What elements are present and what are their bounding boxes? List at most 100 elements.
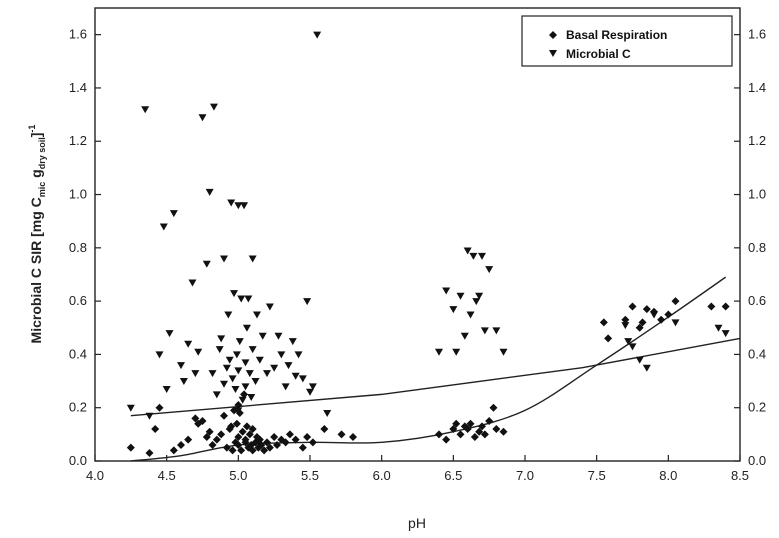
plot-frame	[94, 7, 741, 462]
x-tick-label: 4.0	[86, 468, 104, 483]
y-tick-label-left: 0.2	[69, 400, 87, 415]
basal-respiration-point	[456, 430, 465, 439]
microbial-c-point	[472, 298, 481, 306]
microbial-c-point	[499, 348, 508, 356]
microbial-c-point	[224, 311, 233, 319]
microbial-c-point	[212, 391, 221, 399]
microbial-c-point	[469, 252, 478, 260]
microbial-c-point	[642, 364, 651, 372]
microbial-c-point	[449, 306, 458, 314]
microbial-c-point	[263, 370, 271, 378]
basal-respiration-point	[228, 446, 237, 455]
basal-respiration-point	[184, 435, 193, 444]
basal-respiration-point	[208, 441, 217, 450]
microbial-c-point	[208, 370, 217, 378]
microbial-c-point	[635, 356, 644, 364]
microbial-c-point	[240, 202, 249, 210]
microbial-c-point	[298, 375, 307, 383]
basal-respiration-point	[635, 323, 644, 332]
microbial-c-point	[209, 103, 218, 111]
basal-respiration-point	[349, 433, 357, 442]
basal-respiration-point	[270, 433, 279, 442]
basal-respiration-point	[721, 302, 730, 311]
microbial-c-point	[628, 343, 637, 351]
microbial-c-point	[251, 378, 260, 386]
basal-respiration-point	[442, 435, 451, 444]
basal-respiration-point	[285, 430, 294, 439]
data-points	[126, 31, 730, 458]
fit-line-linear	[130, 337, 741, 417]
basal-respiration-point	[492, 425, 501, 434]
microbial-c-point	[141, 106, 150, 114]
basal-respiration-point	[257, 441, 266, 450]
y-axis-title-bracket: ]	[28, 133, 44, 138]
fit-lines	[130, 276, 741, 462]
basal-respiration-point	[480, 430, 489, 439]
microbial-c-point	[231, 386, 240, 394]
microbial-c-point	[323, 410, 332, 418]
x-axis-title: pH	[408, 515, 426, 531]
y-tick-label-right: 1.0	[748, 187, 766, 202]
y-tick-label-right: 0.4	[748, 346, 766, 361]
y-tick-label-left: 1.6	[69, 27, 87, 42]
basal-respiration-point	[155, 403, 164, 412]
y-tick-label-left: 1.0	[69, 187, 87, 202]
basal-respiration-point	[485, 417, 494, 426]
microbial-c-point	[159, 223, 168, 231]
basal-respiration-point	[241, 435, 250, 444]
y-tick-label-right: 0.6	[748, 293, 766, 308]
microbial-c-point	[198, 114, 207, 122]
x-tick-label: 6.5	[444, 468, 462, 483]
x-tick-label: 4.5	[158, 468, 176, 483]
basal-respiration-point	[642, 305, 651, 314]
basal-respiration-point	[489, 403, 498, 412]
microbial-c-point	[238, 396, 247, 404]
microbial-c-point	[220, 380, 228, 388]
basal-respiration-point	[463, 425, 472, 434]
x-tick-label: 8.0	[659, 468, 677, 483]
basal-respiration-point	[671, 297, 680, 306]
basal-respiration-point	[263, 438, 271, 447]
microbial-c-point	[258, 332, 267, 340]
microbial-c-point	[162, 386, 171, 394]
basal-respiration-point	[198, 417, 207, 426]
basal-respiration-point	[466, 419, 475, 428]
microbial-c-point	[232, 351, 241, 359]
y-axis-right: 0.0 0.2 0.4 0.6 0.8 1.0 1.2 1.4 1.6	[734, 27, 766, 468]
microbial-c-point	[230, 290, 239, 298]
microbial-c-point	[169, 210, 178, 218]
legend-diamond-icon	[549, 31, 557, 39]
y-tick-label-right: 0.8	[748, 240, 766, 255]
microbial-c-point	[721, 330, 730, 338]
microbial-c-point	[306, 388, 314, 396]
microbial-c-point	[714, 324, 723, 332]
microbial-c-point	[671, 319, 680, 327]
basal-respiration-point	[478, 422, 486, 431]
microbial-c-point	[492, 327, 501, 335]
microbial-c-point	[248, 255, 257, 263]
y-tick-label-left: 1.4	[69, 80, 87, 95]
microbial-c-point	[313, 31, 322, 39]
microbial-c-point	[291, 372, 300, 380]
microbial-c-point	[202, 260, 211, 268]
basal-respiration-point	[281, 438, 290, 447]
y-axis-title-mid: g	[28, 169, 44, 181]
microbial-c-point	[234, 202, 243, 210]
basal-respiration-point	[707, 302, 716, 311]
y-tick-label-left: 0.4	[69, 346, 87, 361]
basal-respiration-point	[621, 315, 630, 324]
y-axis-title: Microbial C SIR [mg Cmic gdry soil]-1	[27, 125, 47, 344]
x-tick-label: 5.5	[301, 468, 319, 483]
basal-respiration-point	[599, 318, 608, 327]
y-tick-label-right: 1.2	[748, 133, 766, 148]
microbial-c-point	[485, 266, 494, 274]
microbial-c-point	[284, 362, 293, 370]
microbial-c-point	[242, 324, 251, 332]
microbial-c-point	[145, 412, 154, 420]
microbial-c-point	[188, 279, 197, 287]
basal-respiration-point	[238, 427, 247, 436]
y-tick-label-right: 1.4	[748, 80, 766, 95]
x-tick-label: 7.5	[588, 468, 606, 483]
basal-respiration-point	[234, 441, 243, 450]
microbial-c-point	[294, 351, 303, 359]
